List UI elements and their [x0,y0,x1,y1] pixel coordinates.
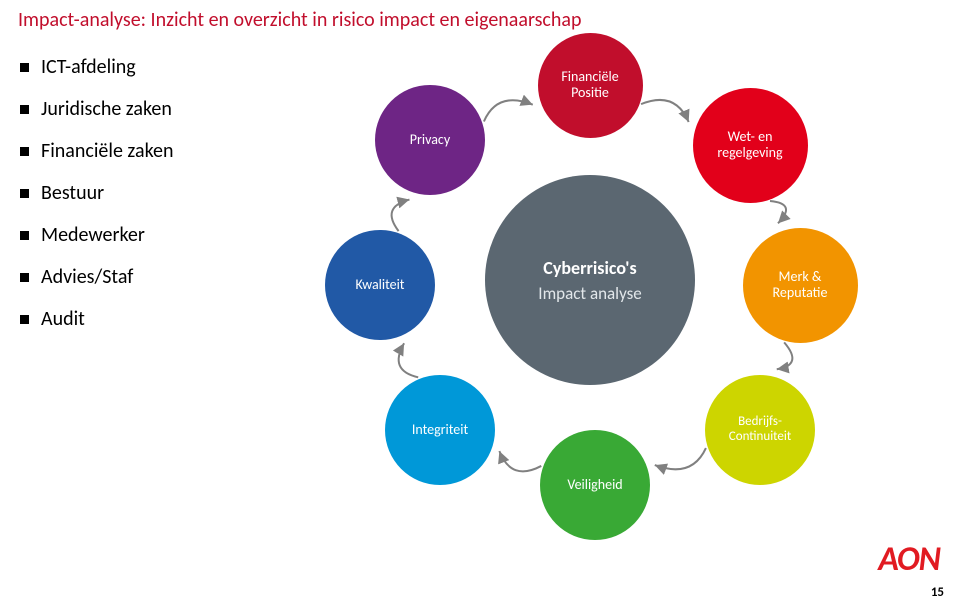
node-veiligheid: Veiligheid [540,430,650,540]
node-kwaliteit: Kwaliteit [325,230,435,340]
node-label: Kwaliteit [355,277,404,293]
bullet-text: Bestuur [41,181,104,205]
node-label: Continuiteit [729,430,791,445]
node-financiele-positie: FinanciëlePositie [538,33,643,138]
bullet-text: Audit [41,307,85,331]
node-label: Reputatie [773,285,828,301]
bullet-item: ICT-afdeling [20,55,280,79]
node-wet-regelgeving: Wet- enregelgeving [693,88,808,203]
aon-logo: AON [878,539,940,580]
bullet-square-icon [20,315,29,324]
bullet-text: ICT-afdeling [41,55,136,79]
bullet-item: Medewerker [20,223,280,247]
center-subtitle: Impact analyse [538,283,641,304]
bullet-item: Financiële zaken [20,139,280,163]
node-integriteit: Integriteit [385,375,495,485]
bullet-square-icon [20,231,29,240]
node-label: regelgeving [717,145,782,161]
bullet-item: Audit [20,307,280,331]
bullet-list: ICT-afdeling Juridische zaken Financiële z… [20,55,280,349]
bullet-text: Financiële zaken [41,139,174,163]
node-label: Bedrijfs- [738,415,782,430]
node-merk-reputatie: Merk &Reputatie [743,228,858,343]
bullet-item: Bestuur [20,181,280,205]
bullet-item: Juridische zaken [20,97,280,121]
node-label: Privacy [410,132,450,148]
bullet-text: Medewerker [41,223,145,247]
bullet-square-icon [20,189,29,198]
bullet-text: Advies/Staf [41,265,133,289]
bullet-square-icon [20,105,29,114]
node-privacy: Privacy [375,85,485,195]
node-label: Wet- en [728,129,773,145]
node-bedrijfs-continuiteit: Bedrijfs-Continuiteit [705,375,815,485]
bullet-square-icon [20,147,29,156]
node-label: Veiligheid [567,477,622,493]
node-label: Financiële [561,69,618,85]
node-label: Positie [571,85,609,101]
bullet-item: Advies/Staf [20,265,280,289]
page-title: Impact-analyse: Inzicht en overzicht in … [18,8,581,32]
center-circle: Cyberrisico's Impact analyse [485,175,695,385]
center-title: Cyberrisico's [543,257,636,279]
bullet-square-icon [20,63,29,72]
cyber-impact-diagram: Cyberrisico's Impact analyse FinanciëlePos… [310,35,870,515]
bullet-text: Juridische zaken [41,97,172,121]
slide-number: 15 [931,585,944,600]
node-label: Integriteit [412,422,468,438]
node-label: Merk & [779,269,822,285]
bullet-square-icon [20,273,29,282]
